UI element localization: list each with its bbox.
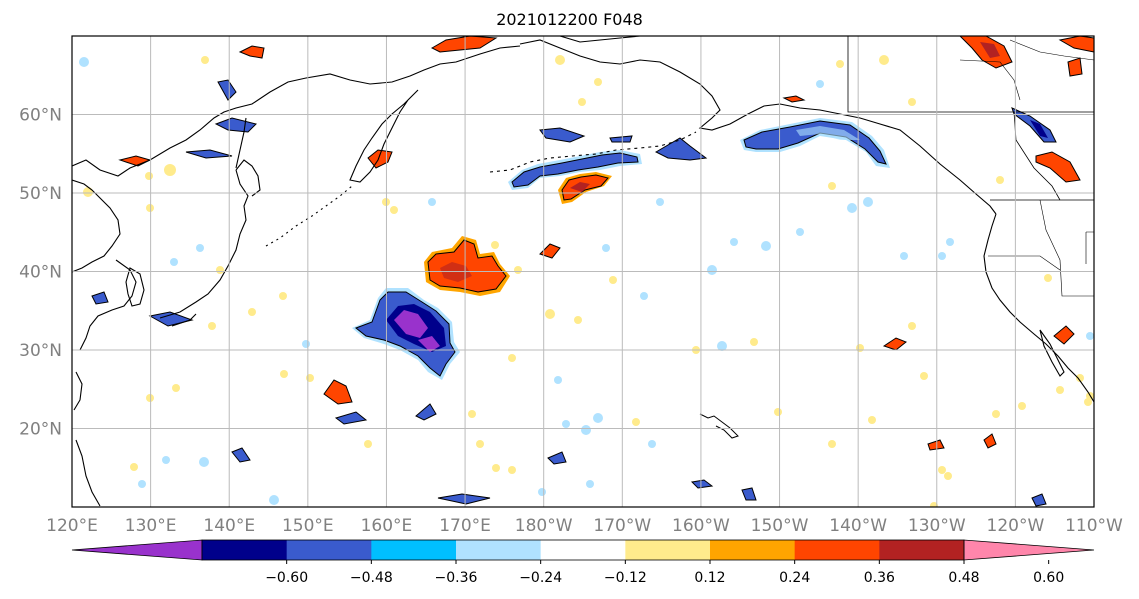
coastlines [72,36,1094,507]
colorbar-bin [286,540,372,560]
negative-anomaly-blob-central [352,288,460,380]
longitude-tick-label: 170°E [439,516,491,536]
colorbar-tick-label: 0.24 [779,570,810,586]
colorbar-bin [879,540,965,560]
colorbar-tick-label: 0.48 [948,570,979,586]
longitude-tick-label: 150°W [751,516,809,536]
longitude-tick-label: 160°E [361,516,413,536]
colorbar-tick-labels: −0.60 −0.48 −0.36 −0.24 −0.12 0.12 0.24 0.36 0.4… [265,560,1064,586]
longitude-tick-label: 140°E [203,516,255,536]
colorbar-frame [201,539,965,561]
negative-anomaly-band-gulf-of-alaska [740,118,890,168]
longitude-tick-label: 150°E [282,516,334,536]
map-title: 2021012200 F048 [496,10,643,29]
latitude-tick-label: 60°N [19,106,62,126]
latitude-tick-label: 40°N [19,263,62,283]
colorbar-extend-low [71,539,203,561]
colorbar-bin [202,540,288,560]
latitude-tick-label: 20°N [19,420,62,440]
colorbar-bin [456,540,542,560]
longitude-tick-label: 170°W [593,516,651,536]
colorbar-bin [794,540,880,560]
gridlines [72,36,1094,507]
colorbar-bin [710,540,796,560]
negative-anomaly-blobs-small [91,79,1047,507]
colorbar-tick-label: −0.60 [265,570,308,586]
field-contours [79,36,1094,507]
latitude-tick-label: 50°N [19,184,62,204]
colorbar-tick-label: 0.36 [864,570,895,586]
longitude-tick-label: 140°W [829,516,887,536]
colorbar-tick-label: −0.24 [519,570,562,586]
negative-anomaly-band-aleutian [508,127,708,190]
longitude-tick-label: 110°W [1065,516,1123,536]
longitude-tick-label: 120°E [46,516,98,536]
map-frame [71,35,1095,508]
colorbar-tick-label: −0.36 [435,570,478,586]
colorbar-extend-high [963,539,1095,561]
colorbar-bin [540,540,626,560]
colorbar-tick-label: 0.12 [694,570,725,586]
longitude-tick-label: 180°W [515,516,573,536]
latitude-tick-labels: 20°N 30°N 40°N 50°N 60°N [19,106,62,440]
longitude-tick-label: 130°W [908,516,966,536]
longitude-tick-label: 160°W [672,516,730,536]
longitude-tick-labels: 120°E 130°E 140°E 150°E 160°E 170°E 180°W 170°W… [46,516,1123,536]
latitude-tick-label: 30°N [19,341,62,361]
longitude-tick-label: 130°E [125,516,177,536]
negative-anomaly-blob-canada [1011,107,1057,143]
positive-anomaly-blob-aleutian [558,172,612,204]
colorbar-tick-label: −0.12 [604,570,647,586]
colorbar-tick-label: 0.60 [1033,570,1064,586]
colorbar-tick-label: −0.48 [350,570,393,586]
longitude-tick-label: 120°W [987,516,1045,536]
weak-negative-speckles [79,57,1094,505]
colorbar [71,539,1095,561]
colorbar-bin [625,540,711,560]
colorbar-bin [371,540,457,560]
